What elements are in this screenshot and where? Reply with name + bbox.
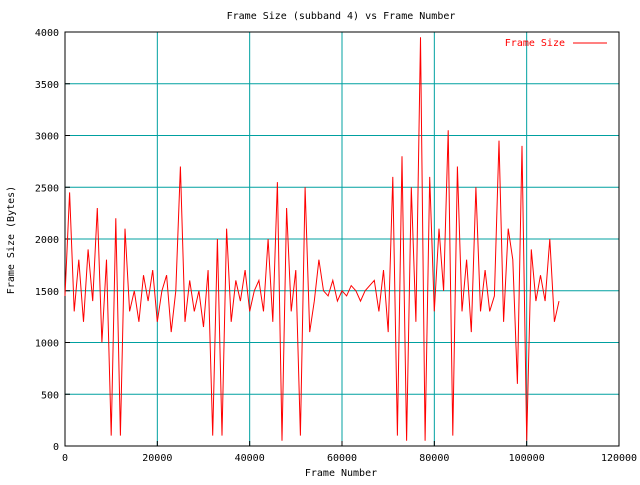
x-tick-label: 60000	[327, 453, 357, 464]
series-line-frame-size	[64, 37, 560, 441]
y-tick-label: 2500	[35, 183, 59, 194]
x-tick-label: 100000	[509, 453, 545, 464]
legend-label: Frame Size	[505, 38, 565, 49]
x-tick-label: 120000	[601, 453, 637, 464]
axis-ticks: 0 20000 40000 60000 80000 100000 120000 0 500 100…	[35, 28, 637, 464]
x-tick-label: 80000	[419, 453, 449, 464]
series-layer	[64, 37, 560, 441]
y-tick-label: 500	[41, 390, 59, 401]
y-axis-label: Frame Size (Bytes)	[6, 186, 17, 294]
x-axis-label: Frame Number	[305, 468, 377, 479]
chart-title: Frame Size (subband 4) vs Frame Number	[227, 11, 456, 22]
y-tick-label: 2000	[35, 235, 59, 246]
grid-lines	[65, 32, 619, 446]
y-tick-label: 1500	[35, 287, 59, 298]
legend: Frame Size	[505, 38, 607, 49]
y-tick-label: 4000	[35, 28, 59, 39]
y-tick-label: 0	[53, 442, 59, 453]
y-tick-label: 1000	[35, 339, 59, 350]
x-tick-label: 0	[62, 453, 68, 464]
x-tick-label: 40000	[235, 453, 265, 464]
y-tick-label: 3000	[35, 132, 59, 143]
x-tick-label: 20000	[142, 453, 172, 464]
y-tick-label: 3500	[35, 80, 59, 91]
